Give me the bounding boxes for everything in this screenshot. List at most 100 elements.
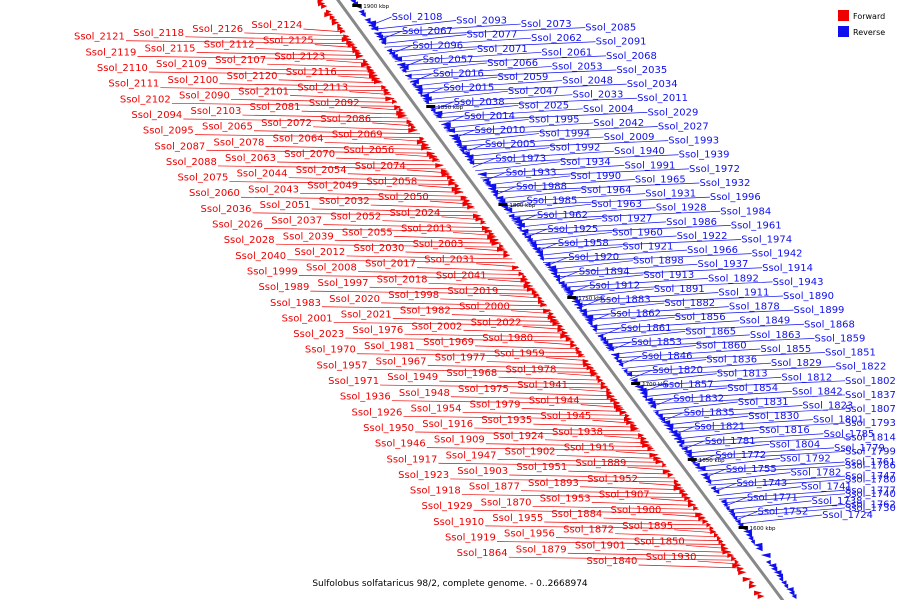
gene-label: Ssol_2063	[225, 153, 276, 164]
leader-line	[426, 447, 655, 451]
reverse-feature	[539, 256, 544, 262]
leader-line	[545, 357, 588, 361]
leader-line	[535, 242, 558, 253]
leader-line	[399, 59, 423, 69]
reverse-feature	[526, 237, 533, 243]
gene-label: Ssol_2028	[224, 235, 275, 246]
gene-label: Ssol_1889	[575, 458, 626, 469]
leader-line	[653, 401, 738, 412]
gene-label: Ssol_1868	[804, 319, 855, 330]
leader-line	[627, 466, 670, 471]
reverse-feature	[700, 472, 708, 478]
gene-label: Ssol_1786	[845, 461, 896, 472]
leader-line	[383, 138, 426, 142]
gene-label: Ssol_2019	[447, 286, 498, 297]
gene-label: Ssol_2072	[261, 118, 312, 129]
forward-feature	[679, 489, 687, 495]
leader-line	[397, 55, 607, 66]
gene-label: Ssol_1961	[731, 220, 782, 231]
leader-line	[402, 62, 488, 73]
gene-label: Ssol_2061	[541, 47, 592, 58]
leader-line	[524, 228, 548, 239]
gene-label: Ssol_1919	[445, 533, 496, 544]
leader-line	[423, 90, 508, 101]
leader-line	[288, 177, 455, 182]
reverse-feature	[791, 594, 797, 600]
reverse-feature	[753, 542, 763, 548]
gene-label: Ssol_2075	[177, 173, 228, 184]
gene-label: Ssol_2118	[133, 28, 184, 39]
leader-line	[417, 267, 521, 272]
gene-label: Ssol_1891	[654, 284, 705, 295]
forward-feature	[710, 529, 717, 535]
reverse-feature	[630, 378, 638, 384]
leader-line	[301, 110, 406, 115]
leader-line	[244, 32, 349, 37]
gene-label: Ssol_1747	[845, 471, 896, 482]
leader-line	[171, 102, 400, 107]
gene-label: Ssol_2102	[120, 94, 171, 105]
gene-label: Ssol_2088	[166, 157, 217, 168]
forward-feature	[421, 145, 432, 151]
leader-line	[563, 281, 773, 292]
leader-line	[674, 429, 759, 440]
leader-line	[357, 271, 524, 275]
leader-line	[532, 239, 742, 249]
reverse-feature	[693, 462, 700, 468]
leader-line	[183, 118, 412, 123]
gene-label: Ssol_1967	[376, 356, 427, 367]
forward-feature	[329, 15, 336, 21]
gene-label: Ssol_2078	[214, 137, 265, 148]
gene-label: Ssol_2110	[97, 63, 148, 74]
gene-label: Ssol_1724	[822, 510, 873, 521]
gene-label: Ssol_1902	[505, 446, 556, 457]
gene-label: Ssol_2100	[168, 75, 219, 86]
gene-label: Ssol_2121	[74, 32, 125, 43]
leader-line	[427, 365, 594, 369]
gene-label: Ssol_2126	[192, 24, 243, 35]
gene-label: Ssol_2016	[433, 69, 484, 80]
leader-line	[369, 286, 536, 291]
reverse-feature	[578, 308, 587, 314]
tick-label: 1800 kbp	[509, 203, 535, 209]
gene-label: Ssol_1899	[794, 305, 845, 316]
forward-feature	[374, 79, 383, 85]
gene-label: Ssol_1793	[845, 418, 896, 429]
gene-label: Ssol_1771	[747, 492, 798, 503]
gene-label: Ssol_2001	[282, 313, 333, 324]
leader-line	[639, 482, 682, 487]
gene-label: Ssol_2010	[474, 125, 525, 136]
gene-label: Ssol_1882	[664, 298, 715, 309]
gene-label: Ssol_2066	[487, 58, 538, 69]
leader-line	[540, 249, 688, 260]
reverse-feature	[750, 539, 755, 545]
leader-line	[267, 63, 372, 68]
leader-line	[391, 400, 620, 405]
gene-label: Ssol_1969	[423, 337, 474, 348]
leader-line	[290, 95, 395, 99]
gene-label: Ssol_2017	[365, 259, 416, 270]
leader-line	[496, 541, 725, 545]
reverse-feature	[535, 250, 543, 256]
gene-label: Ssol_1993	[668, 136, 719, 147]
gene-label: Ssol_1832	[673, 393, 724, 404]
gene-label: Ssol_2021	[341, 310, 392, 321]
gene-label: Ssol_2094	[131, 110, 182, 121]
leader-line	[642, 387, 728, 398]
gene-label: Ssol_2015	[443, 83, 494, 94]
forward-feature	[655, 459, 664, 465]
forward-feature	[526, 286, 536, 292]
leader-line	[381, 34, 467, 45]
forward-feature	[638, 433, 645, 439]
leader-line	[639, 383, 663, 394]
gene-label: Ssol_1983	[270, 298, 321, 309]
leader-line	[544, 521, 711, 526]
gene-label: Ssol_2124	[251, 20, 302, 31]
leader-line	[711, 479, 846, 490]
leader-line	[724, 497, 748, 507]
leader-line	[405, 251, 510, 256]
gene-label: Ssol_2044	[237, 169, 288, 180]
reverse-feature	[778, 576, 784, 582]
forward-feature	[727, 553, 734, 559]
reverse-feature	[613, 355, 619, 361]
